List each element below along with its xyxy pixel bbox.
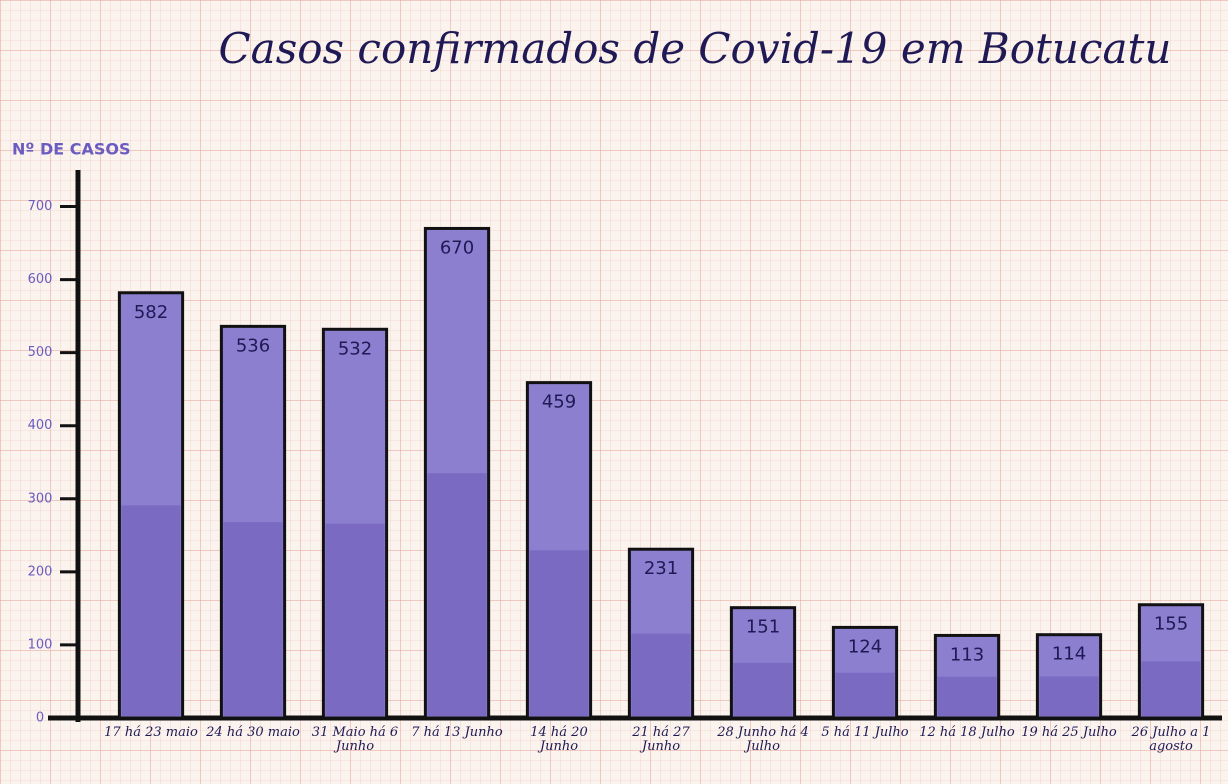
bar — [117, 291, 185, 720]
bar — [729, 606, 797, 720]
bar-shade — [1141, 661, 1201, 716]
bar-shade — [529, 550, 589, 716]
x-tick-label: 7 há 13 Junho — [411, 725, 503, 740]
x-tick-label: 26 Julho a 1 agosto — [1131, 725, 1211, 754]
bar — [423, 226, 491, 720]
y-tick-label: 400 — [28, 418, 53, 433]
x-tick-label: 28 Junho há 4 Julho — [717, 725, 809, 754]
bar-shade — [1039, 676, 1099, 716]
x-tick-label: 19 há 25 Julho — [1021, 725, 1117, 740]
y-tick-label: 0 — [36, 711, 44, 726]
bar — [1035, 633, 1103, 720]
bar — [321, 327, 389, 720]
x-tick-label: 17 há 23 maio — [104, 725, 198, 740]
bar — [831, 625, 899, 720]
bar-shade — [937, 676, 997, 716]
bar-shade — [427, 473, 487, 716]
y-tick-label: 600 — [28, 272, 53, 287]
chart-title: Casos confirmados de Covid-19 em Botucat… — [219, 24, 1172, 73]
value-label: 532 — [338, 338, 372, 359]
y-tick-label: 500 — [28, 345, 53, 360]
y-tick-label: 200 — [28, 564, 53, 579]
bar-shade — [835, 672, 895, 716]
bar-shade — [325, 523, 385, 716]
x-tick-label: 14 há 20 Junho — [530, 725, 588, 754]
x-tick-label: 24 há 30 maio — [206, 725, 300, 740]
bar — [525, 381, 593, 720]
value-label: 459 — [542, 392, 576, 413]
bar-shade — [121, 505, 181, 716]
y-tick-label: 700 — [28, 199, 53, 214]
value-label: 113 — [950, 644, 984, 665]
value-label: 114 — [1052, 644, 1086, 665]
value-label: 582 — [134, 302, 168, 323]
x-tick-label: 21 há 27 Junho — [632, 725, 690, 754]
bar — [1137, 603, 1205, 720]
x-tick-label: 5 há 11 Julho — [821, 725, 909, 740]
value-label: 231 — [644, 558, 678, 579]
y-axis-label: Nº DE CASOS — [12, 140, 131, 159]
bar — [933, 633, 1001, 720]
value-label: 151 — [746, 617, 780, 638]
y-tick-label: 100 — [28, 637, 53, 652]
bar — [219, 324, 287, 720]
y-tick-label: 300 — [28, 491, 53, 506]
value-label: 670 — [440, 237, 474, 258]
value-label: 536 — [236, 335, 270, 356]
bar-shade — [223, 522, 283, 716]
x-tick-label: 12 há 18 Julho — [919, 725, 1015, 740]
x-tick-label: 31 Maio há 6 Junho — [311, 725, 399, 754]
value-label: 155 — [1154, 614, 1188, 635]
bar-shade — [733, 662, 793, 716]
bar-shade — [631, 633, 691, 716]
bar — [627, 547, 695, 720]
value-label: 124 — [848, 636, 882, 657]
